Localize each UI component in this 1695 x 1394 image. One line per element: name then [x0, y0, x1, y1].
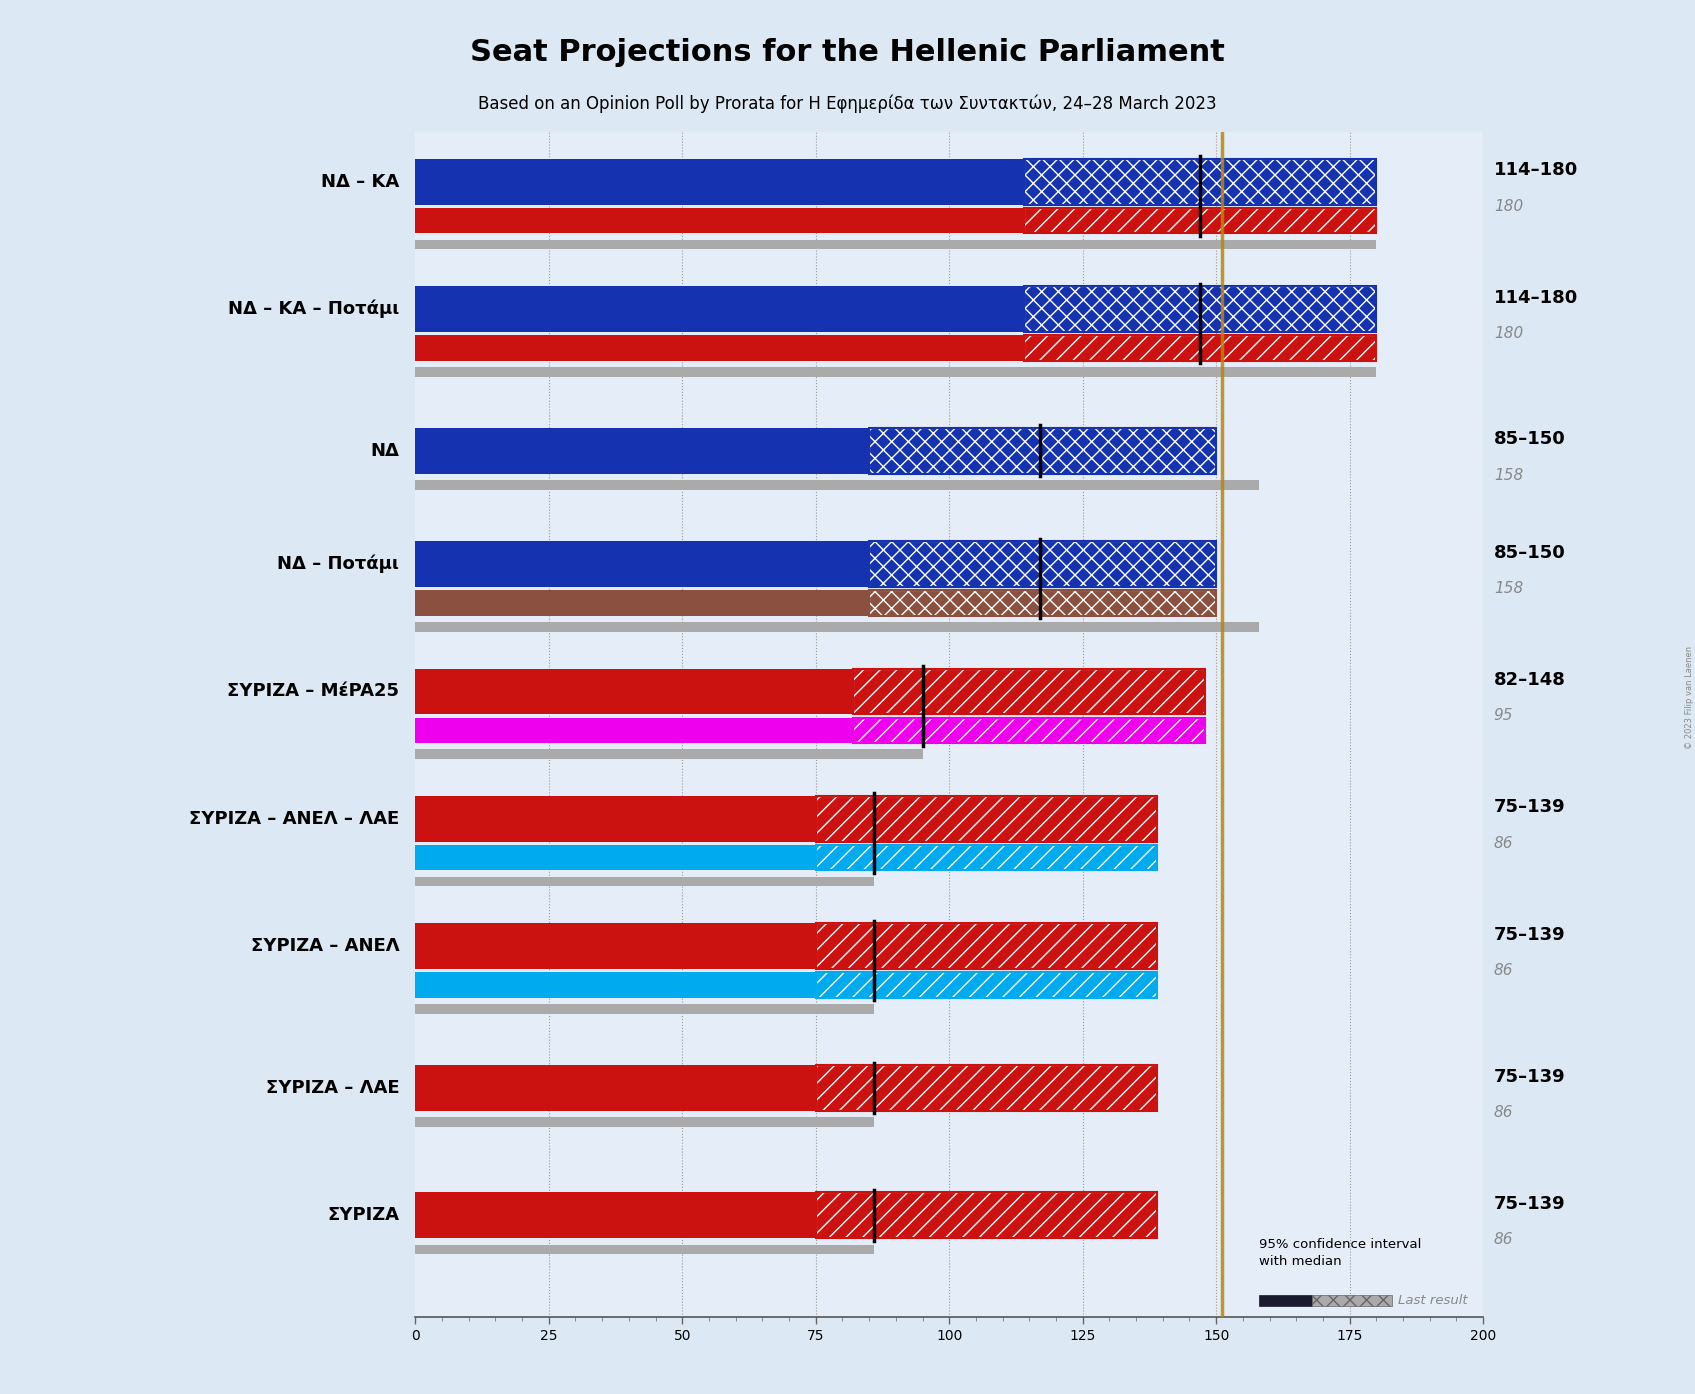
Bar — [815, 796, 1158, 842]
Bar — [870, 590, 1215, 616]
Bar — [415, 923, 815, 969]
Text: 86: 86 — [1493, 1104, 1514, 1119]
Bar — [415, 1245, 875, 1255]
Bar — [415, 428, 870, 474]
Text: 114–180: 114–180 — [1493, 289, 1578, 307]
Text: ΣΥΡΙΖΑ – ΜέPA25: ΣΥΡΙΖΑ – ΜέPA25 — [227, 683, 400, 700]
Bar — [815, 1065, 1158, 1111]
Text: Seat Projections for the Hellenic Parliament: Seat Projections for the Hellenic Parlia… — [470, 38, 1225, 67]
Text: ΣΥΡΙΖΑ – ΑΝΕΛ – ΛΑΕ: ΣΥΡΙΖΑ – ΑΝΕΛ – ΛΑΕ — [190, 810, 400, 828]
Bar — [415, 159, 1024, 205]
Text: 75–139: 75–139 — [1493, 1195, 1566, 1213]
Text: ΝΔ – ΚΑ: ΝΔ – ΚΑ — [320, 173, 400, 191]
Bar — [1024, 286, 1376, 332]
Bar — [415, 750, 922, 758]
Bar — [815, 1192, 1158, 1238]
Text: 82–148: 82–148 — [1493, 671, 1566, 689]
Bar — [815, 1065, 1158, 1111]
Text: ΝΔ – Ποτάμι: ΝΔ – Ποτάμι — [278, 555, 400, 573]
Bar — [415, 208, 1024, 233]
Text: 180: 180 — [1493, 198, 1524, 213]
Bar — [415, 1065, 815, 1111]
Bar — [815, 1192, 1158, 1238]
Text: 158: 158 — [1493, 581, 1524, 595]
Text: © 2023 Filip van Laenen: © 2023 Filip van Laenen — [1685, 645, 1695, 749]
Bar — [415, 367, 1376, 376]
Bar — [853, 718, 1205, 743]
Text: Last result: Last result — [1398, 1294, 1468, 1308]
Bar — [1024, 208, 1376, 233]
Text: ΣΥΡΙΖΑ – ΑΝΕΛ: ΣΥΡΙΖΑ – ΑΝΕΛ — [251, 937, 400, 955]
Bar — [870, 428, 1215, 474]
Bar — [415, 1192, 815, 1238]
Bar — [415, 1118, 875, 1126]
Bar — [815, 796, 1158, 842]
Text: ΝΔ: ΝΔ — [371, 442, 400, 460]
Text: 180: 180 — [1493, 326, 1524, 342]
Bar — [870, 541, 1215, 587]
Text: ΣΥΡΙΖΑ – ΛΑΕ: ΣΥΡΙΖΑ – ΛΑΕ — [266, 1079, 400, 1097]
Bar — [415, 796, 815, 842]
Bar — [870, 541, 1215, 587]
Bar — [415, 286, 1024, 332]
Bar — [815, 973, 1158, 998]
Bar — [815, 973, 1158, 998]
Text: Based on an Opinion Poll by Prorata for Η Εφημερίδα των Συντακτών, 24–28 March 2: Based on an Opinion Poll by Prorata for … — [478, 95, 1217, 113]
Bar — [415, 622, 1259, 631]
Text: 86: 86 — [1493, 1232, 1514, 1248]
Text: 75–139: 75–139 — [1493, 1068, 1566, 1086]
Bar — [1024, 286, 1376, 332]
Bar — [415, 718, 853, 743]
Bar — [415, 541, 870, 587]
Bar — [1024, 208, 1376, 233]
Bar — [853, 669, 1205, 714]
Bar — [415, 877, 875, 887]
Text: 85–150: 85–150 — [1493, 544, 1566, 562]
Text: 85–150: 85–150 — [1493, 431, 1566, 449]
Bar — [870, 590, 1215, 616]
Bar — [415, 590, 870, 616]
Bar — [1312, 1295, 1392, 1306]
Bar — [1259, 1295, 1312, 1306]
Bar — [815, 845, 1158, 870]
Bar — [415, 669, 853, 714]
Bar — [415, 336, 1024, 361]
Bar — [870, 428, 1215, 474]
Bar — [1024, 336, 1376, 361]
Bar — [415, 973, 815, 998]
Bar — [815, 923, 1158, 969]
Bar — [1024, 159, 1376, 205]
Bar — [415, 845, 815, 870]
Text: 86: 86 — [1493, 963, 1514, 979]
Text: 75–139: 75–139 — [1493, 799, 1566, 817]
Bar — [853, 718, 1205, 743]
Bar — [1024, 159, 1376, 205]
Text: ΝΔ – ΚΑ – Ποτάμι: ΝΔ – ΚΑ – Ποτάμι — [229, 300, 400, 318]
Text: 158: 158 — [1493, 467, 1524, 482]
Bar — [815, 923, 1158, 969]
Text: 86: 86 — [1493, 835, 1514, 850]
Bar — [415, 240, 1376, 250]
Bar — [415, 481, 1259, 489]
Bar — [853, 669, 1205, 714]
Text: 95% confidence interval
with median: 95% confidence interval with median — [1259, 1238, 1420, 1269]
Bar — [1024, 336, 1376, 361]
Text: 114–180: 114–180 — [1493, 162, 1578, 180]
Text: 95: 95 — [1493, 708, 1514, 723]
Text: 75–139: 75–139 — [1493, 926, 1566, 944]
Text: ΣΥΡΙΖΑ: ΣΥΡΙΖΑ — [327, 1206, 400, 1224]
Bar — [415, 1004, 875, 1013]
Bar — [815, 845, 1158, 870]
